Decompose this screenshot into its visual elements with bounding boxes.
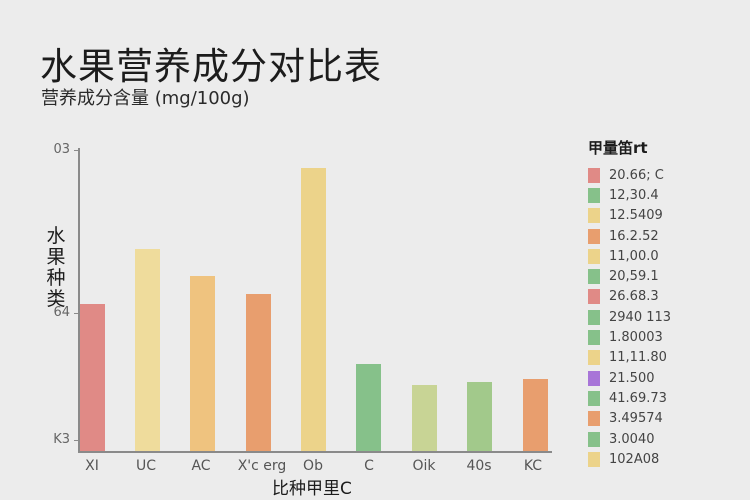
- y-tick: [74, 440, 79, 441]
- x-axis: [78, 451, 552, 453]
- legend-item: 3.0040: [588, 429, 671, 449]
- legend-label: 102A08: [609, 451, 660, 467]
- legend-label: 16.2.52: [609, 228, 659, 244]
- legend-item: 26.68.3: [588, 287, 671, 307]
- legend-swatch: [588, 289, 600, 305]
- legend-label: 20,59.1: [609, 269, 659, 285]
- legend-item: 16.2.52: [588, 226, 671, 246]
- legend-label: 11,11.80: [609, 350, 667, 366]
- y-tick-label: 64: [53, 305, 70, 320]
- legend-swatch: [588, 248, 600, 264]
- legend-swatch: [588, 370, 600, 386]
- legend-label: 11,00.0: [609, 248, 659, 264]
- legend-item: 3.49574: [588, 409, 671, 429]
- legend-item: 1.80003: [588, 327, 671, 347]
- y-axis-label: 水果种类: [46, 225, 66, 310]
- bar: [467, 382, 492, 451]
- bar: [523, 379, 548, 451]
- x-tick-label: KC: [523, 458, 543, 474]
- legend-item: 11,00.0: [588, 246, 671, 266]
- legend-swatch: [588, 411, 600, 427]
- legend-item: 102A08: [588, 449, 671, 469]
- legend-label: 12.5409: [609, 208, 663, 224]
- legend-item: 21.500: [588, 368, 671, 388]
- legend-swatch: [588, 330, 600, 346]
- y-axis: [78, 148, 80, 452]
- x-tick-label: UC: [135, 458, 157, 474]
- legend-item: 20,59.1: [588, 266, 671, 286]
- y-tick: [74, 150, 79, 151]
- y-tick-label: K3: [53, 432, 70, 447]
- x-tick-label: 40s: [466, 458, 492, 474]
- legend-item: 12,30.4: [588, 185, 671, 205]
- bar: [80, 304, 105, 451]
- legend-label: 3.49574: [609, 411, 663, 427]
- legend-items: 20.66; C 12,30.4 12.5409 16.2.52 11,00.0 20,5…: [588, 165, 671, 469]
- legend-label: 21.500: [609, 370, 655, 386]
- legend-swatch: [588, 350, 600, 366]
- legend-label: 1.80003: [609, 330, 663, 346]
- legend-item: 20.66; C: [588, 165, 671, 185]
- legend-label: 26.68.3: [609, 289, 659, 305]
- bar: [135, 249, 160, 451]
- x-tick-label: C: [364, 458, 374, 474]
- bar: [246, 294, 271, 451]
- legend-item: 41.69.73: [588, 388, 671, 408]
- y-tick-label: 03: [53, 142, 70, 157]
- chart-subtitle: 营养成分含量 (mg/100g): [41, 88, 250, 109]
- legend-swatch: [588, 167, 600, 183]
- x-tick-label: XI: [85, 458, 99, 474]
- x-tick-label: X'c erg: [237, 458, 287, 474]
- bar: [356, 364, 381, 451]
- legend-item: 2940 113: [588, 307, 671, 327]
- legend-title: 甲量笛rt: [588, 139, 648, 157]
- legend-label: 41.69.73: [609, 390, 667, 406]
- x-axis-label: 比种甲里C: [272, 479, 352, 499]
- y-tick: [74, 313, 79, 314]
- legend-label: 12,30.4: [609, 187, 659, 203]
- legend-swatch: [588, 309, 600, 325]
- chart-title: 水果营养成分对比表: [40, 45, 382, 88]
- legend-swatch: [588, 451, 600, 467]
- legend-swatch: [588, 269, 600, 285]
- legend-item: 11,11.80: [588, 348, 671, 368]
- legend-swatch: [588, 228, 600, 244]
- legend-label: 2940 113: [609, 309, 672, 325]
- legend-swatch: [588, 390, 600, 406]
- x-tick-label: AC: [191, 458, 211, 474]
- legend-swatch: [588, 431, 600, 447]
- legend-swatch: [588, 208, 600, 224]
- bar: [412, 385, 437, 451]
- legend-item: 12.5409: [588, 206, 671, 226]
- legend-label: 20.66; C: [609, 167, 664, 183]
- x-tick-label: Oik: [412, 458, 436, 474]
- x-tick-label: Ob: [303, 458, 323, 474]
- legend-label: 3.0040: [609, 431, 655, 447]
- bar: [190, 276, 215, 451]
- legend-swatch: [588, 187, 600, 203]
- legend: 甲量笛rt 20.66; C 12,30.4 12.5409 16.2.52 11,00…: [588, 137, 671, 469]
- bar: [301, 168, 326, 451]
